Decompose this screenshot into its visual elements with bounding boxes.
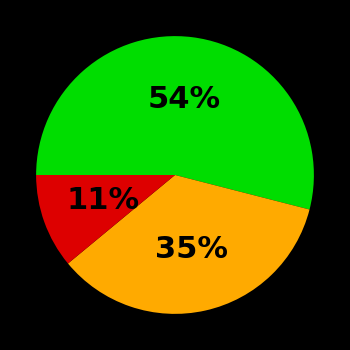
Text: 11%: 11% — [66, 187, 140, 215]
Wedge shape — [36, 175, 175, 264]
Wedge shape — [36, 36, 314, 210]
Text: 35%: 35% — [155, 235, 228, 264]
Text: 54%: 54% — [148, 85, 221, 114]
Wedge shape — [68, 175, 309, 314]
